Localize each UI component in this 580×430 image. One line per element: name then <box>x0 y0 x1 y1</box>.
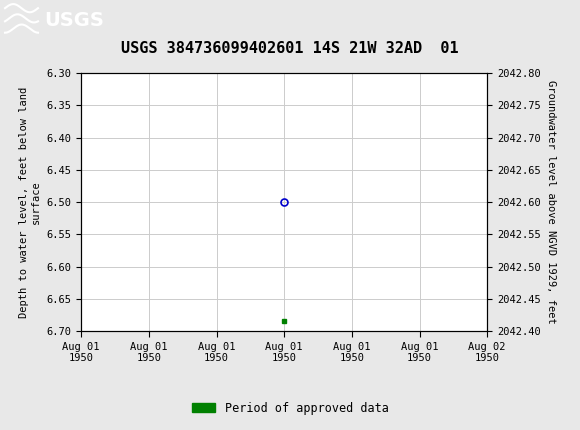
Y-axis label: Depth to water level, feet below land
surface: Depth to water level, feet below land su… <box>19 86 41 318</box>
Text: USGS: USGS <box>44 11 104 30</box>
Legend: Period of approved data: Period of approved data <box>187 397 393 420</box>
Text: USGS 384736099402601 14S 21W 32AD  01: USGS 384736099402601 14S 21W 32AD 01 <box>121 41 459 56</box>
Y-axis label: Groundwater level above NGVD 1929, feet: Groundwater level above NGVD 1929, feet <box>546 80 556 324</box>
